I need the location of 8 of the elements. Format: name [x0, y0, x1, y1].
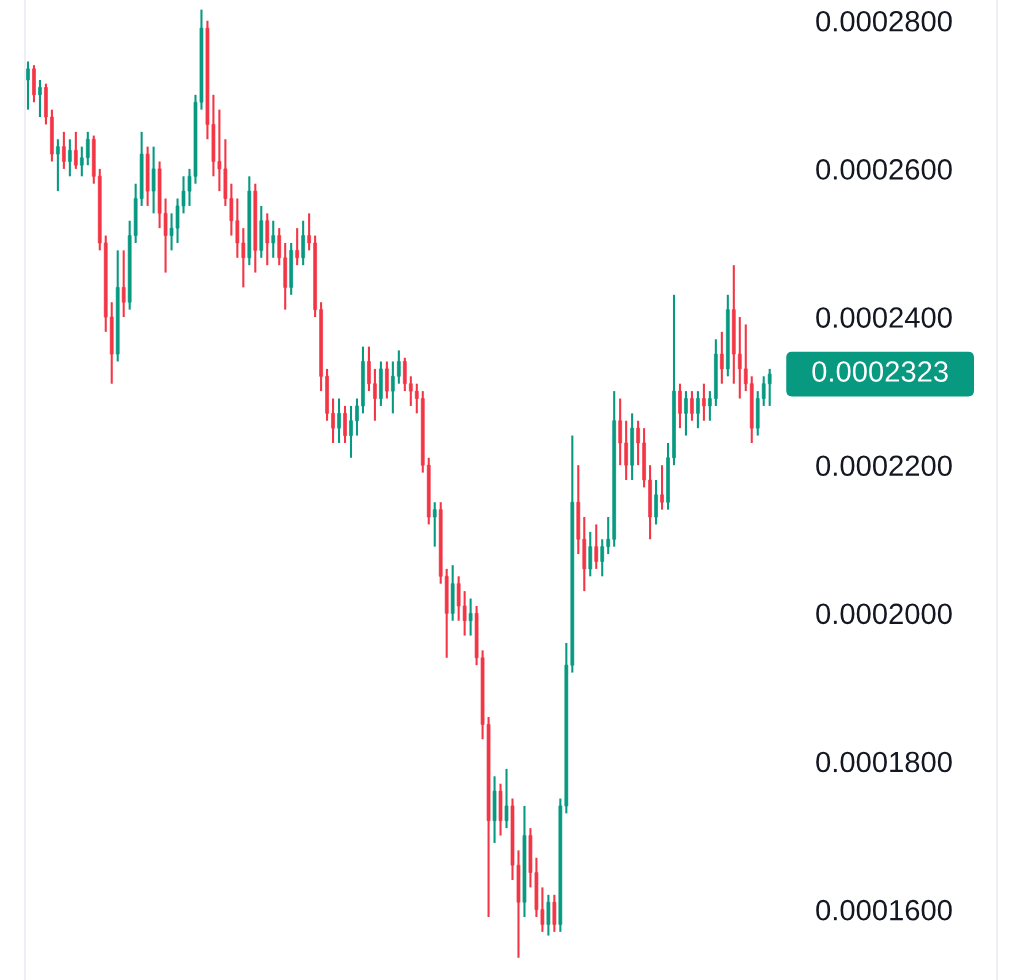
y-tick-label: 0.0002800: [816, 10, 952, 32]
y-tick-label: 0.0001600: [816, 899, 952, 921]
text: 0.0002323: [812, 361, 948, 382]
y-tick-label: 0.0001800: [816, 751, 952, 773]
y-tick-label: 0.0002600: [816, 159, 952, 180]
y-tick-label: 0.0002400: [816, 307, 952, 328]
y-tick-label: 0.0002200: [816, 455, 952, 477]
y-tick-label: 0.0002000: [816, 603, 952, 625]
